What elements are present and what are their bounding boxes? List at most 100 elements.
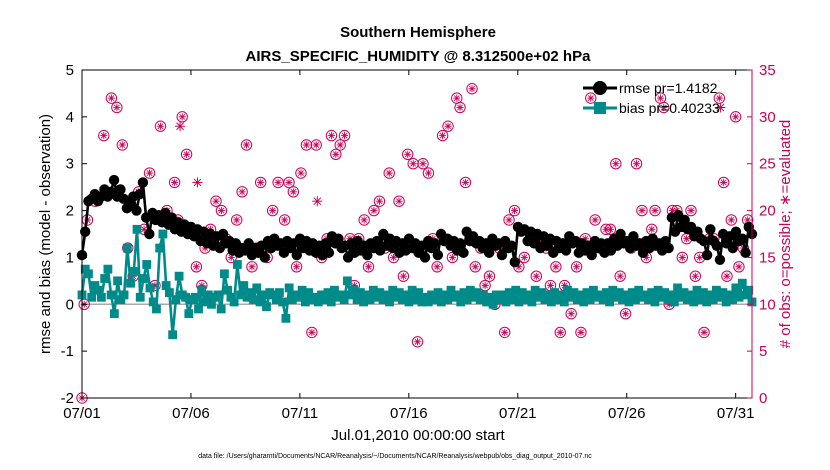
bias-point: [145, 283, 155, 293]
rmse-point: [737, 233, 748, 244]
obs-possible-point: [698, 326, 710, 339]
obs-possible-point: [111, 101, 123, 114]
obs-evaluated-star-d2: [657, 95, 664, 102]
obs-evaluated-star-d2: [696, 254, 703, 261]
obs-evaluated-star-d2: [701, 329, 707, 336]
bias-point: [375, 288, 385, 297]
bias-point: [317, 290, 326, 300]
bias-point: [663, 295, 673, 304]
obs-evaluated-star-d2: [587, 95, 594, 102]
rmse-point: [663, 242, 674, 254]
obs-possible-circle: [454, 101, 466, 114]
obs-possible-point: [466, 83, 478, 95]
bias-point: [249, 295, 258, 304]
obs-possible-point: [565, 307, 577, 320]
x-tick-label: 07/21: [499, 405, 537, 422]
bias-point: [614, 288, 624, 297]
bias-point: [524, 290, 534, 300]
obs-possible-circle: [658, 101, 670, 114]
bias-point: [161, 281, 171, 290]
bias-point: [679, 288, 689, 297]
bias-point: [514, 297, 524, 307]
obs-evaluated-star-d2: [683, 235, 690, 242]
obs-possible-point: [479, 279, 491, 292]
obs-possible-point: [454, 101, 466, 114]
obs-possible-point: [383, 167, 395, 179]
obs-possible-circle: [290, 261, 303, 273]
obs-evaluated-star-d2: [679, 254, 686, 261]
rmse-point: [323, 247, 335, 258]
bias-point: [281, 313, 291, 323]
obs-evaluated-star-d2: [744, 217, 751, 223]
obs-possible-circle: [436, 129, 449, 142]
obs-evaluated-star-d2: [257, 179, 264, 186]
bias-point: [621, 290, 631, 300]
obs-evaluated-star-d2: [633, 160, 640, 167]
bias-point: [284, 283, 294, 293]
obs-evaluated-star-d2: [337, 142, 344, 148]
obs-possible-point: [689, 270, 702, 282]
bias-point: [164, 288, 174, 297]
bias-point: [530, 285, 540, 295]
obs-possible-point: [442, 120, 454, 132]
obs-possible-point: [721, 270, 733, 282]
obs-possible-point: [630, 158, 643, 170]
obs-possible-circle: [636, 204, 648, 217]
obs-evaluated-star-d2: [298, 170, 304, 177]
obs-possible-point: [646, 223, 658, 236]
obs-evaluated-star-d2: [552, 263, 559, 270]
obs-possible-circle: [585, 92, 597, 104]
bias-point: [297, 285, 307, 295]
y-left-tick-label: -1: [61, 343, 74, 360]
obs-evaluated-star-d2: [332, 151, 339, 158]
obs-evaluated-star-d2: [213, 198, 219, 205]
bias-point: [135, 292, 145, 302]
obs-evaluated-star-d2: [501, 329, 508, 336]
bias-point: [417, 297, 427, 307]
obs-possible-circle: [498, 326, 511, 339]
obs-evaluated-star-d2: [286, 179, 292, 186]
obs-possible-point: [407, 158, 419, 170]
obs-evaluated-star-d2: [376, 198, 383, 205]
bias-point: [139, 274, 148, 283]
obs-possible-point: [190, 261, 203, 273]
rmse-point: [679, 214, 690, 226]
rmse-point: [714, 254, 726, 265]
obs-possible-circle: [422, 167, 435, 179]
bias-point: [168, 330, 178, 340]
bias-point: [378, 295, 388, 304]
y-left-tick-label: 0: [66, 296, 74, 313]
bias-point: [563, 285, 572, 295]
bias-point: [229, 297, 239, 307]
obs-possible-point: [272, 176, 284, 189]
bias-point: [106, 290, 116, 300]
bias-point: [275, 288, 284, 297]
bias-point: [152, 304, 161, 314]
rmse-point: [429, 238, 440, 249]
obs-possible-point: [636, 204, 648, 217]
bias-point: [695, 295, 705, 304]
obs-possible-circle: [733, 261, 745, 273]
obs-evaluated-star-d2: [386, 170, 393, 177]
bias-point: [242, 292, 252, 302]
obs-possible-circle: [278, 214, 291, 226]
obs-possible-circle: [300, 139, 313, 151]
bias-point: [488, 299, 498, 309]
obs-possible-point: [649, 204, 661, 217]
obs-possible-point: [451, 92, 463, 104]
obs-evaluated-star-d2: [228, 254, 235, 261]
obs-possible-circle: [373, 195, 386, 207]
obs-possible-point: [422, 167, 435, 179]
obs-evaluated-star-d2: [592, 217, 599, 223]
obs-possible-point: [436, 129, 449, 142]
obs-possible-point: [610, 158, 622, 170]
obs-possible-point: [334, 139, 346, 151]
obs-possible-point: [393, 195, 405, 207]
rmse-point: [496, 249, 508, 261]
bias-point: [330, 285, 339, 295]
bias-point: [304, 288, 313, 297]
obs-possible-point: [550, 261, 562, 273]
x-tick-label: 07/16: [390, 405, 428, 422]
obs-evaluated-star-d2: [233, 217, 240, 223]
bias-point: [194, 304, 203, 314]
